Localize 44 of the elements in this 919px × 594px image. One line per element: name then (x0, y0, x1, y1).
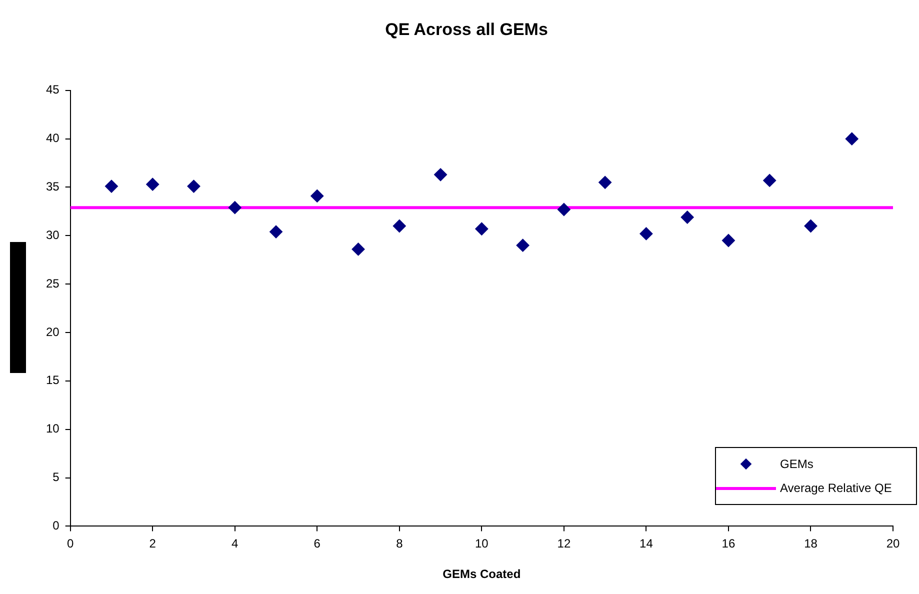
point (270, 225, 283, 238)
point (516, 238, 530, 252)
point (598, 176, 612, 189)
x-tick-label: 2 (149, 536, 156, 551)
y-tick-label: 0 (52, 518, 60, 533)
point (680, 210, 694, 224)
point (310, 189, 324, 202)
point (804, 219, 818, 232)
point (187, 180, 200, 193)
legend-label: Average Relative QE (780, 481, 892, 495)
point (640, 227, 653, 240)
point (392, 219, 406, 232)
y-tick-label: 5 (52, 470, 60, 484)
legend-label: GEMs (780, 457, 814, 471)
y-tick-label: 25 (46, 276, 60, 290)
point (434, 168, 448, 182)
y-tick-label: 45 (46, 82, 60, 97)
point (146, 178, 160, 191)
x-tick-label: 16 (722, 536, 736, 551)
chart-title: QE Across all GEMs (385, 20, 548, 39)
y-tick-label: 20 (46, 324, 60, 339)
x-tick-label: 6 (314, 536, 321, 551)
x-tick-label: 10 (474, 536, 489, 551)
point (228, 201, 242, 214)
x-tick-label: 20 (886, 536, 900, 551)
point (475, 222, 488, 236)
x-tick-label: 12 (557, 536, 571, 551)
point (722, 234, 735, 248)
point (845, 132, 858, 146)
y-tick-label: 10 (46, 422, 60, 436)
x-tick-label: 18 (804, 536, 818, 551)
x-axis-title: GEMs Coated (442, 567, 521, 582)
x-tick-label: 0 (67, 536, 74, 551)
point (352, 242, 365, 256)
y-tick-label: 35 (46, 180, 60, 194)
y-tick-label: 15 (46, 373, 60, 388)
x-tick-label: 8 (396, 536, 404, 551)
point (557, 203, 570, 216)
x-tick-label: 14 (640, 536, 654, 551)
y-tick-label: 30 (46, 228, 60, 242)
point (104, 180, 118, 193)
x-tick-label: 4 (232, 536, 239, 551)
y-tick-label: 40 (46, 131, 60, 146)
point (763, 174, 776, 187)
